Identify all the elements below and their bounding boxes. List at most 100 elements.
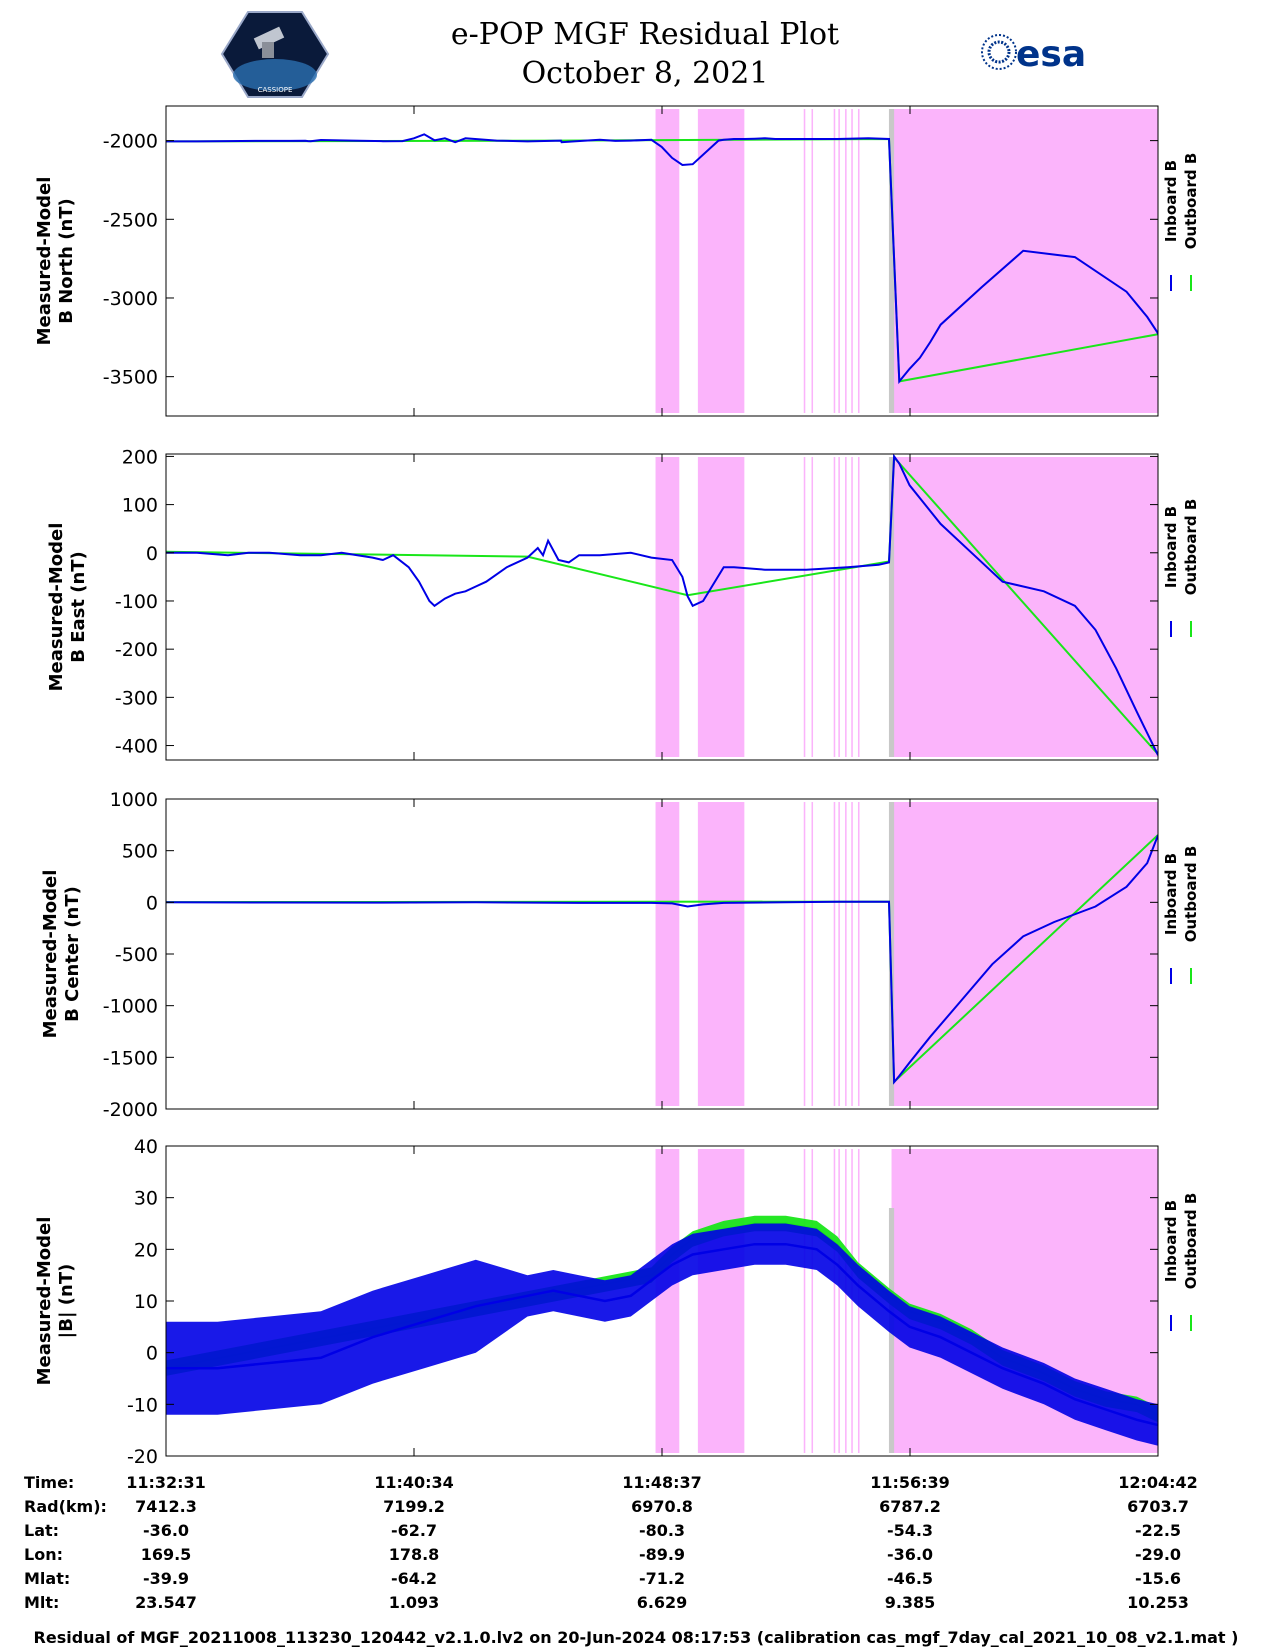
legend-label: Outboard B — [1182, 846, 1200, 943]
mission-logo: CASSIOPE — [220, 11, 330, 98]
info-row-label: Time: — [24, 1473, 74, 1492]
info-cell: 9.385 — [885, 1593, 936, 1612]
y-tick-label: -2000 — [103, 131, 158, 153]
info-row-label: Lon: — [24, 1545, 63, 1564]
shade-band — [833, 802, 836, 1106]
y-axis-label: Measured-Model — [40, 870, 61, 1039]
chart-subtitle: October 8, 2021 — [522, 56, 769, 91]
info-row-label: Lat: — [24, 1521, 59, 1540]
shade-band — [655, 109, 680, 413]
y-tick-label: -500 — [115, 944, 158, 966]
shade-band — [697, 1149, 745, 1453]
gap-band — [888, 802, 895, 1106]
shade-band — [803, 109, 806, 413]
gap-band — [888, 457, 895, 757]
shade-band — [845, 457, 847, 757]
info-cell: 7412.3 — [135, 1497, 197, 1516]
info-cell: 11:56:39 — [870, 1473, 950, 1492]
y-tick-label: -1000 — [103, 996, 158, 1018]
shade-band — [833, 1149, 836, 1453]
y-axis-label: Measured-Model — [34, 177, 55, 346]
y-axis-label: B Center (nT) — [62, 886, 83, 1022]
y-tick-label: -100 — [115, 591, 158, 613]
legend-label: Inboard B — [1162, 506, 1180, 588]
shade-band — [845, 109, 847, 413]
y-tick-label: -400 — [115, 736, 158, 758]
info-cell: 6.629 — [637, 1593, 688, 1612]
shade-band — [845, 802, 847, 1106]
shade-band — [833, 109, 836, 413]
info-cell: -39.9 — [143, 1569, 189, 1588]
y-tick-label: 10 — [134, 1291, 158, 1313]
svg-text:esa: esa — [1016, 34, 1086, 75]
shade-band — [851, 109, 853, 413]
info-cell: -36.0 — [887, 1545, 933, 1564]
shade-band — [851, 1149, 853, 1453]
y-tick-label: -3500 — [103, 367, 158, 389]
series-outboard — [166, 454, 1158, 755]
shade-band — [838, 457, 840, 757]
info-cell: -80.3 — [639, 1521, 685, 1540]
info-cell: 6703.7 — [1127, 1497, 1189, 1516]
info-cell: -71.2 — [639, 1569, 685, 1588]
info-cell: 23.547 — [135, 1593, 197, 1612]
y-tick-label: 500 — [122, 841, 158, 863]
info-cell: -36.0 — [143, 1521, 189, 1540]
footer-caption: Residual of MGF_20211008_113230_120442_v… — [34, 1628, 1239, 1647]
shade-band — [891, 802, 1158, 1106]
shade-band — [857, 109, 860, 413]
info-cell: 11:48:37 — [622, 1473, 702, 1492]
y-tick-label: -3000 — [103, 288, 158, 310]
y-tick-label: 1000 — [110, 789, 158, 811]
chart-title: e-POP MGF Residual Plot — [451, 17, 839, 52]
shade-band — [891, 109, 1158, 413]
info-cell: 6787.2 — [879, 1497, 941, 1516]
info-cell: 7199.2 — [383, 1497, 445, 1516]
y-tick-label: 30 — [134, 1188, 158, 1210]
shade-band — [811, 457, 814, 757]
shade-band — [655, 1149, 680, 1453]
info-cell: 6970.8 — [631, 1497, 693, 1516]
shade-band — [891, 457, 1158, 757]
shade-band — [851, 802, 853, 1106]
y-tick-label: 0 — [146, 1343, 158, 1365]
shade-band — [857, 457, 860, 757]
info-row-label: Mlt: — [24, 1593, 59, 1612]
shade-band — [833, 457, 836, 757]
y-tick-label: 40 — [134, 1136, 158, 1158]
y-axis-label: Measured-Model — [46, 523, 67, 692]
panel-1: -2000 -2500 -3000 -3500 Measured-Model B Nort… — [34, 105, 1200, 417]
panel-4: 40 30 20 10 0 -10 -20 Measured-Model |B| (nT) Inb… — [34, 1136, 1200, 1468]
shade-band — [838, 109, 840, 413]
shade-band — [811, 1149, 814, 1453]
info-cell: 11:40:34 — [374, 1473, 454, 1492]
y-tick-label: 20 — [134, 1239, 158, 1261]
panel-3: 1000 500 0 -500 -1000 -1500 -2000 Measured-Mode… — [40, 789, 1200, 1121]
y-tick-label: -1500 — [103, 1047, 158, 1069]
info-cell: 169.5 — [141, 1545, 192, 1564]
shade-band — [857, 802, 860, 1106]
info-cell: -46.5 — [887, 1569, 933, 1588]
shade-band — [811, 802, 814, 1106]
shade-band — [655, 457, 680, 757]
y-axis-label: B East (nT) — [68, 551, 89, 663]
legend-label: Outboard B — [1182, 499, 1200, 596]
shade-band — [838, 1149, 840, 1453]
shade-band — [697, 109, 745, 413]
y-tick-label: -2000 — [103, 1099, 158, 1121]
y-tick-label: 200 — [122, 446, 158, 468]
info-row-label: Mlat: — [24, 1569, 70, 1588]
shade-band — [811, 109, 814, 413]
info-cell: 12:04:42 — [1118, 1473, 1198, 1492]
info-row-label: Rad(km): — [24, 1497, 107, 1516]
shade-band — [838, 802, 840, 1106]
info-cell: -54.3 — [887, 1521, 933, 1540]
shade-band — [851, 457, 853, 757]
y-tick-label: -10 — [127, 1394, 158, 1416]
info-cell: -29.0 — [1135, 1545, 1181, 1564]
y-axis-label: |B| (nT) — [56, 1264, 77, 1339]
shade-band — [697, 802, 745, 1106]
y-tick-label: -2500 — [103, 209, 158, 231]
